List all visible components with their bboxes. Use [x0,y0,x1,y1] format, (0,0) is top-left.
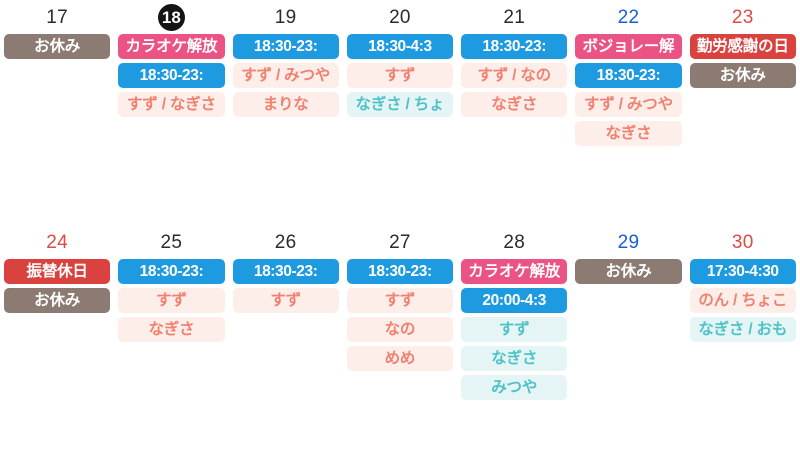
today-badge[interactable]: 18 [157,3,185,31]
event-chip[interactable]: なぎさ / ちょ [346,92,454,117]
event-chip[interactable]: 18:30-23: [232,259,339,284]
event-chip[interactable]: カラオケ解放 [118,34,225,59]
day-number-cell[interactable]: 22 [571,0,685,34]
day-cell[interactable]: カラオケ解放 20:00-4:3 すずなぎさみつや [457,259,571,400]
day-number-cell[interactable]: 25 [114,225,228,259]
calendar-week-row: 17 18 19 20 21 22 23 お休み カラオケ解放 18:30-23: すず / なぎさ… [0,0,800,225]
event-chip[interactable]: 18:30-23: [575,63,682,88]
day-events-row: 振替休日 お休み 18:30-23: すず なぎさ 18:30-23: すず 18:30-23… [0,259,800,400]
day-number-cell[interactable]: 23 [686,0,800,34]
day-number-cell[interactable]: 19 [229,0,343,34]
event-chip[interactable]: すず [232,288,339,313]
event-chip[interactable]: すず / なぎさ [118,92,225,117]
event-chip[interactable]: 勤労感謝の日 [689,34,796,59]
day-number[interactable]: 20 [389,6,411,28]
day-number[interactable]: 28 [503,231,526,253]
day-number[interactable]: 24 [46,231,68,253]
day-number-row: 17 18 19 20 21 22 23 [0,0,800,34]
day-number[interactable]: 17 [46,6,68,28]
day-number-cell[interactable]: 26 [229,225,343,259]
day-number-row: 24 25 26 27 28 29 30 [0,225,800,259]
day-number[interactable]: 21 [503,6,526,28]
event-chip[interactable]: すず [346,63,454,88]
day-cell[interactable]: 18:30-23: すずなのめめ [343,259,457,371]
event-chip[interactable]: まりな [232,92,339,117]
event-chip[interactable]: お休み [4,288,111,313]
event-chip[interactable]: 18:30-23: [118,259,225,284]
event-chip[interactable]: なぎさ [461,346,568,371]
day-number-cell[interactable]: 27 [343,225,457,259]
day-number-cell[interactable]: 29 [571,225,685,259]
event-chip[interactable]: 18:30-4:3 [346,34,454,59]
event-chip[interactable]: お休み [689,63,796,88]
event-chip[interactable]: 18:30-23: [346,259,454,284]
event-chip[interactable]: 18:30-23: [232,34,339,59]
day-cell[interactable]: 18:30-4:3 すずなぎさ / ちょ [343,34,457,117]
event-chip[interactable]: なぎさ / おも [689,317,796,342]
day-number-cell[interactable]: 30 [686,225,800,259]
day-cell[interactable]: 18:30-23: すず / なの なぎさ [457,34,571,117]
day-number-cell[interactable]: 21 [457,0,571,34]
day-number-cell[interactable]: 18 [114,0,228,34]
event-chip[interactable]: 20:00-4:3 [461,288,568,313]
event-chip[interactable]: すず [461,317,568,342]
event-chip[interactable]: 振替休日 [4,259,111,284]
day-number[interactable]: 27 [389,231,411,253]
day-number-cell[interactable]: 28 [457,225,571,259]
event-chip[interactable]: すず / みつや [575,92,682,117]
day-number[interactable]: 29 [617,231,640,253]
day-cell[interactable]: お休み [0,34,114,59]
day-number[interactable]: 23 [731,6,754,28]
day-number-cell[interactable]: 20 [343,0,457,34]
day-number-cell[interactable]: 24 [0,225,114,259]
event-chip[interactable]: みつや [461,375,568,400]
event-chip[interactable]: なぎさ [461,92,568,117]
day-cell[interactable]: 勤労感謝の日 お休み [686,34,800,88]
event-chip[interactable]: すず / みつや [232,63,339,88]
event-chip[interactable]: ボジョレー解 [575,34,682,59]
event-chip[interactable]: 18:30-23: [461,34,568,59]
event-chip[interactable]: なの [346,317,454,342]
day-cell[interactable]: お休み [571,259,685,284]
day-cell[interactable]: 18:30-23: すず / みつや まりな [229,34,343,117]
event-chip[interactable]: 17:30-4:30 [689,259,796,284]
day-cell[interactable]: ボジョレー解 18:30-23: すず / みつや なぎさ [571,34,685,146]
event-chip[interactable]: すず / なの [461,63,568,88]
event-chip[interactable]: なぎさ [118,317,225,342]
day-number-cell[interactable]: 17 [0,0,114,34]
day-number[interactable]: 25 [160,231,183,253]
event-chip[interactable]: のん / ちょこ [689,288,796,313]
day-cell[interactable]: 18:30-23: すず [229,259,343,313]
event-chip[interactable]: カラオケ解放 [461,259,568,284]
day-cell[interactable]: 振替休日 お休み [0,259,114,313]
calendar-week-row: 24 25 26 27 28 29 30 振替休日 お休み 18:30-23: すず なぎさ 18:30… [0,225,800,451]
day-events-row: お休み カラオケ解放 18:30-23: すず / なぎさ 18:30-23: すず / … [0,34,800,146]
event-chip[interactable]: なぎさ [575,121,682,146]
day-cell[interactable]: 17:30-4:30 のん / ちょこ なぎさ / おも [686,259,800,342]
day-number[interactable]: 22 [617,6,640,28]
day-cell[interactable]: 18:30-23: すずなぎさ [114,259,228,342]
event-chip[interactable]: お休み [575,259,682,284]
day-number[interactable]: 19 [274,6,297,28]
day-cell[interactable]: カラオケ解放 18:30-23: すず / なぎさ [114,34,228,117]
event-chip[interactable]: お休み [4,34,111,59]
event-chip[interactable]: めめ [346,346,454,371]
event-chip[interactable]: すず [346,288,454,313]
event-chip[interactable]: 18:30-23: [118,63,225,88]
day-number[interactable]: 30 [731,231,754,253]
event-chip[interactable]: すず [118,288,225,313]
day-number[interactable]: 26 [274,231,297,253]
